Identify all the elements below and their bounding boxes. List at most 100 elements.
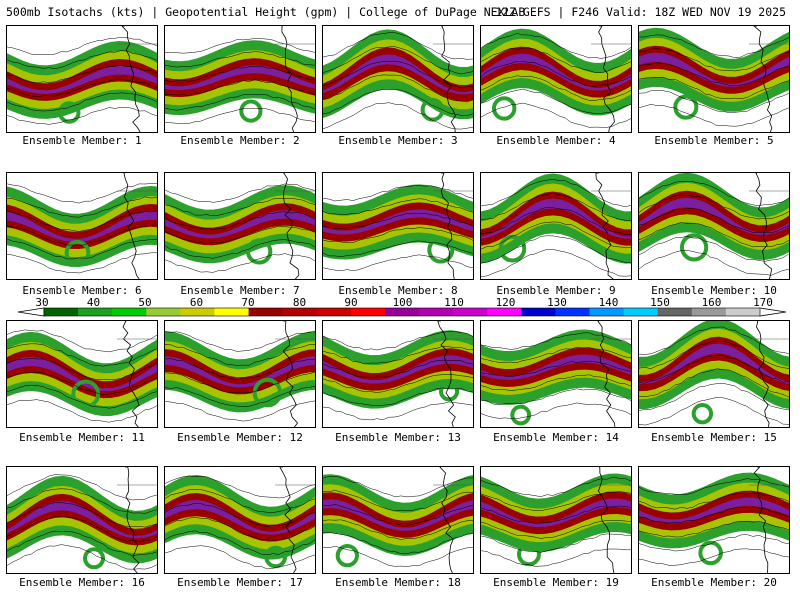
closed-low-ring bbox=[679, 233, 709, 262]
coastline bbox=[123, 173, 140, 279]
coastline bbox=[440, 173, 455, 279]
ensemble-member-map bbox=[6, 172, 158, 280]
height-contour bbox=[323, 504, 473, 526]
ensemble-member-label: Ensemble Member: 10 bbox=[651, 284, 777, 297]
closed-low-ring bbox=[427, 236, 455, 264]
isotach-map bbox=[165, 467, 315, 573]
colorbar-segment bbox=[419, 308, 454, 316]
isotach-map bbox=[323, 467, 473, 573]
jet-core-band bbox=[7, 203, 157, 249]
ensemble-member-label: Ensemble Member: 16 bbox=[19, 576, 145, 589]
ensemble-member-label: Ensemble Member: 17 bbox=[177, 576, 303, 589]
ensemble-member-label: Ensemble Member: 1 bbox=[22, 134, 142, 147]
ensemble-member-label: Ensemble Member: 9 bbox=[496, 284, 616, 297]
height-contour bbox=[165, 198, 315, 216]
closed-low-ring bbox=[691, 402, 714, 425]
jet-core-band bbox=[639, 336, 789, 392]
closed-low-ring bbox=[698, 540, 723, 566]
height-contour bbox=[165, 51, 315, 68]
height-contour bbox=[165, 239, 315, 259]
jet-core-band bbox=[323, 492, 473, 538]
height-contour bbox=[7, 501, 157, 528]
isotach-map bbox=[7, 173, 157, 279]
height-contour bbox=[323, 227, 473, 243]
ensemble-member-label: Ensemble Member: 4 bbox=[496, 134, 616, 147]
jet-core-band bbox=[165, 58, 315, 98]
ensemble-member-map bbox=[638, 25, 790, 133]
ensemble-member-label: Ensemble Member: 15 bbox=[651, 431, 777, 444]
colorbar-tick-label: 160 bbox=[701, 296, 722, 309]
height-contour bbox=[481, 374, 631, 391]
isotach-map bbox=[481, 173, 631, 279]
jet-max-band bbox=[7, 500, 157, 539]
colorbar-tick-label: 50 bbox=[138, 296, 152, 309]
ensemble-member-map bbox=[480, 466, 632, 574]
map-header: 500mb Isotachs (kts) | Geopotential Heig… bbox=[0, 0, 800, 24]
height-contour bbox=[7, 210, 157, 232]
height-contour bbox=[323, 240, 473, 257]
height-contour bbox=[7, 36, 157, 55]
colorbar-segment bbox=[282, 308, 318, 316]
colorbar-tick-label: 100 bbox=[392, 296, 413, 309]
ensemble-member-label: Ensemble Member: 20 bbox=[651, 576, 777, 589]
height-contour bbox=[639, 397, 789, 426]
jet-max-band bbox=[639, 52, 789, 87]
isotach-map bbox=[323, 321, 473, 427]
height-contour bbox=[7, 384, 157, 409]
colorbar-segment bbox=[691, 308, 727, 316]
colorbar-segment bbox=[78, 308, 113, 316]
jet-max-band bbox=[165, 65, 315, 91]
colorbar-segment bbox=[248, 308, 284, 316]
colorbar-segment bbox=[487, 308, 522, 316]
height-contour bbox=[165, 38, 315, 54]
closed-low-ring bbox=[673, 94, 699, 120]
height-contour bbox=[7, 92, 157, 112]
height-contour bbox=[481, 206, 631, 235]
height-contour bbox=[481, 360, 631, 377]
jet-max-band bbox=[481, 53, 631, 91]
closed-low-ring bbox=[335, 543, 359, 568]
height-contour bbox=[165, 400, 315, 422]
jet-max-band bbox=[639, 343, 789, 385]
height-contour bbox=[7, 64, 157, 84]
coastline bbox=[437, 321, 456, 427]
colorbar-left-arrow bbox=[17, 307, 45, 317]
height-contour bbox=[7, 196, 157, 218]
ensemble-member-map bbox=[322, 172, 474, 280]
height-contour bbox=[639, 478, 789, 496]
jet-mid-band bbox=[639, 328, 789, 400]
coastline bbox=[281, 26, 298, 132]
height-contour bbox=[481, 548, 631, 567]
height-contour bbox=[481, 102, 631, 128]
ensemble-member-map bbox=[164, 466, 316, 574]
jet-max-band bbox=[481, 198, 631, 239]
isotach-map bbox=[639, 467, 789, 573]
height-contour bbox=[7, 252, 157, 274]
height-contour bbox=[639, 492, 789, 510]
height-contour bbox=[7, 515, 157, 542]
height-contour bbox=[639, 368, 789, 398]
colorbar-segment bbox=[623, 308, 659, 316]
height-contour bbox=[323, 102, 473, 130]
height-contour bbox=[7, 329, 157, 353]
isotach-map bbox=[165, 321, 315, 427]
isotach-map bbox=[323, 26, 473, 132]
closed-low-ring bbox=[57, 101, 81, 124]
height-contour bbox=[165, 385, 315, 407]
height-contour bbox=[639, 520, 789, 538]
isotach-map bbox=[7, 26, 157, 132]
height-contour bbox=[165, 108, 315, 125]
colorbar-segment bbox=[384, 308, 420, 316]
ensemble-member-label: Ensemble Member: 7 bbox=[180, 284, 300, 297]
height-contour bbox=[323, 89, 473, 116]
jet-max-band bbox=[165, 210, 315, 239]
jet-max-band bbox=[7, 66, 157, 94]
height-contour bbox=[165, 94, 315, 111]
closed-low-ring bbox=[64, 239, 91, 266]
height-contour bbox=[165, 225, 315, 244]
colorbar-tick-label: 60 bbox=[189, 296, 204, 309]
header-title-left: 500mb Isotachs (kts) | Geopotential Heig… bbox=[6, 5, 526, 19]
height-contour bbox=[481, 221, 631, 250]
height-contour bbox=[481, 402, 631, 419]
coastline bbox=[598, 26, 615, 132]
